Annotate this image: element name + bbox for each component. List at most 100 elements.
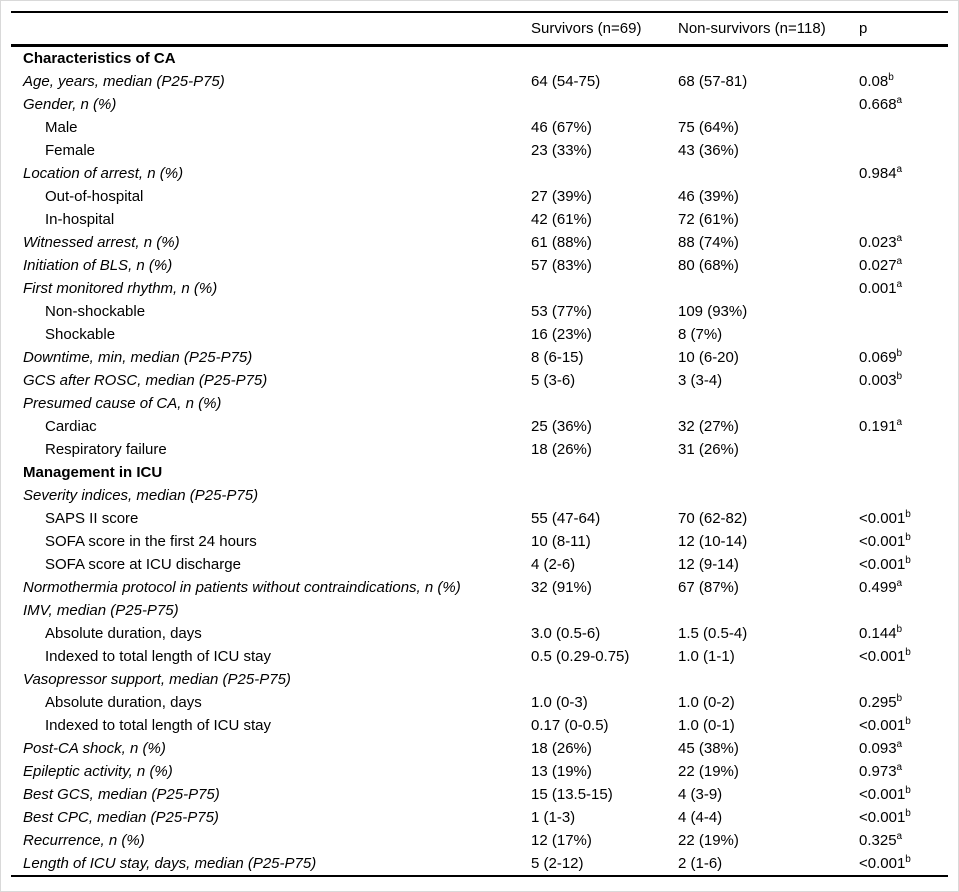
table-row: Best GCS, median (P25-P75) 15 (13.5-15) 4 … bbox=[11, 783, 948, 806]
p-value: <0.001b bbox=[859, 509, 911, 528]
table-row: SAPS II score 55 (47-64) 70 (62-82) <0.001b bbox=[11, 507, 948, 530]
p-superscript: a bbox=[896, 95, 903, 106]
table-row: Female 23 (33%) 43 (36%) bbox=[11, 139, 948, 162]
table-row: Cardiac 25 (36%) 32 (27%) 0.191a bbox=[11, 415, 948, 438]
table-row: GCS after ROSC, median (P25-P75) 5 (3-6) 3… bbox=[11, 369, 948, 392]
table-row: Male 46 (67%) 75 (64%) bbox=[11, 116, 948, 139]
p-value: 0.191a bbox=[859, 417, 903, 436]
nonsurvivors-value: 4 (4-4) bbox=[678, 809, 723, 826]
p-value: 0.001a bbox=[859, 279, 903, 298]
row-label: Epileptic activity, n (%) bbox=[23, 763, 173, 780]
p-value: 0.023a bbox=[859, 233, 903, 252]
p-superscript: b bbox=[905, 808, 911, 819]
table-row: Out-of-hospital 27 (39%) 46 (39%) bbox=[11, 185, 948, 208]
survivors-value: 18 (26%) bbox=[531, 740, 592, 757]
row-label: Respiratory failure bbox=[45, 441, 167, 458]
row-label: Length of ICU stay, days, median (P25-P7… bbox=[23, 855, 317, 872]
survivors-value: 61 (88%) bbox=[531, 234, 592, 251]
p-value: 0.668a bbox=[859, 95, 903, 114]
table-row: SOFA score at ICU discharge 4 (2-6) 12 (9-… bbox=[11, 553, 948, 576]
table-row: Recurrence, n (%) 12 (17%) 22 (19%) 0.325a bbox=[11, 829, 948, 852]
row-label: GCS after ROSC, median (P25-P75) bbox=[23, 372, 268, 389]
survivors-value: 25 (36%) bbox=[531, 418, 592, 435]
table-row: Indexed to total length of ICU stay 0.5 (… bbox=[11, 645, 948, 668]
row-label: Best GCS, median (P25-P75) bbox=[23, 786, 220, 803]
table-row: Initiation of BLS, n (%) 57 (83%) 80 (68%)… bbox=[11, 254, 948, 277]
row-label: Initiation of BLS, n (%) bbox=[23, 257, 173, 274]
p-value: 0.325a bbox=[859, 831, 903, 850]
header-nonsurvivors: Non-survivors (n=118) bbox=[678, 20, 826, 37]
header-survivors: Survivors (n=69) bbox=[531, 20, 642, 37]
nonsurvivors-value: 70 (62-82) bbox=[678, 510, 748, 527]
nonsurvivors-value: 88 (74%) bbox=[678, 234, 739, 251]
survivors-value: 57 (83%) bbox=[531, 257, 592, 274]
p-superscript: a bbox=[896, 417, 903, 428]
table-row: Management in ICU bbox=[11, 461, 948, 484]
survivors-value: 0.17 (0-0.5) bbox=[531, 717, 609, 734]
row-label: Presumed cause of CA, n (%) bbox=[23, 395, 222, 412]
row-label: IMV, median (P25-P75) bbox=[23, 602, 179, 619]
table-row: Shockable 16 (23%) 8 (7%) bbox=[11, 323, 948, 346]
nonsurvivors-value: 80 (68%) bbox=[678, 257, 739, 274]
table-row: IMV, median (P25-P75) bbox=[11, 599, 948, 622]
nonsurvivors-value: 75 (64%) bbox=[678, 119, 739, 136]
p-superscript: b bbox=[905, 854, 911, 865]
p-superscript: b bbox=[905, 532, 911, 543]
survivors-value: 18 (26%) bbox=[531, 441, 592, 458]
survivors-value: 1 (1-3) bbox=[531, 809, 576, 826]
p-superscript: a bbox=[896, 164, 903, 175]
nonsurvivors-value: 10 (6-20) bbox=[678, 349, 739, 366]
table-row: Indexed to total length of ICU stay 0.17 … bbox=[11, 714, 948, 737]
p-superscript: a bbox=[896, 233, 903, 244]
survivors-value: 3.0 (0.5-6) bbox=[531, 625, 601, 642]
nonsurvivors-value: 72 (61%) bbox=[678, 211, 739, 228]
header-p: p bbox=[859, 20, 868, 37]
nonsurvivors-value: 68 (57-81) bbox=[678, 73, 748, 90]
nonsurvivors-value: 22 (19%) bbox=[678, 832, 739, 849]
table-row: Age, years, median (P25-P75) 64 (54-75) 68… bbox=[11, 70, 948, 93]
p-superscript: b bbox=[905, 509, 911, 520]
p-superscript: a bbox=[896, 279, 903, 290]
p-value: 0.984a bbox=[859, 164, 903, 183]
table-row: Presumed cause of CA, n (%) bbox=[11, 392, 948, 415]
p-superscript: b bbox=[896, 371, 903, 382]
survivors-value: 8 (6-15) bbox=[531, 349, 584, 366]
nonsurvivors-value: 1.5 (0.5-4) bbox=[678, 625, 748, 642]
nonsurvivors-value: 46 (39%) bbox=[678, 188, 739, 205]
survivors-value: 5 (3-6) bbox=[531, 372, 576, 389]
survivors-value: 32 (91%) bbox=[531, 579, 592, 596]
row-label: Normothermia protocol in patients withou… bbox=[23, 579, 461, 596]
nonsurvivors-value: 12 (9-14) bbox=[678, 556, 739, 573]
nonsurvivors-value: 2 (1-6) bbox=[678, 855, 723, 872]
patient-characteristics-table: Survivors (n=69) Non-survivors (n=118) p… bbox=[11, 11, 948, 877]
nonsurvivors-value: 1.0 (0-2) bbox=[678, 694, 735, 711]
table-row: Severity indices, median (P25-P75) bbox=[11, 484, 948, 507]
survivors-value: 13 (19%) bbox=[531, 763, 592, 780]
row-label: Non-shockable bbox=[45, 303, 146, 320]
table-row: First monitored rhythm, n (%) 0.001a bbox=[11, 277, 948, 300]
row-label: Absolute duration, days bbox=[45, 694, 202, 711]
survivors-value: 12 (17%) bbox=[531, 832, 592, 849]
p-superscript: b bbox=[905, 647, 911, 658]
row-label: Downtime, min, median (P25-P75) bbox=[23, 349, 253, 366]
p-value: <0.001b bbox=[859, 716, 911, 735]
table-row: Post-CA shock, n (%) 18 (26%) 45 (38%) 0.09… bbox=[11, 737, 948, 760]
row-label: Best CPC, median (P25-P75) bbox=[23, 809, 219, 826]
row-label: Location of arrest, n (%) bbox=[23, 165, 184, 182]
row-label: Indexed to total length of ICU stay bbox=[45, 717, 271, 734]
survivors-value: 1.0 (0-3) bbox=[531, 694, 588, 711]
table-row: Vasopressor support, median (P25-P75) bbox=[11, 668, 948, 691]
p-superscript: b bbox=[905, 785, 911, 796]
nonsurvivors-value: 67 (87%) bbox=[678, 579, 739, 596]
p-superscript: a bbox=[896, 739, 903, 750]
p-value: 0.003b bbox=[859, 371, 903, 390]
table-row: Downtime, min, median (P25-P75) 8 (6-15) 1… bbox=[11, 346, 948, 369]
p-superscript: a bbox=[896, 578, 903, 589]
p-value: 0.499a bbox=[859, 578, 903, 597]
p-value: <0.001b bbox=[859, 647, 911, 666]
table-row: Absolute duration, days 3.0 (0.5-6) 1.5 (0… bbox=[11, 622, 948, 645]
p-superscript: a bbox=[896, 256, 903, 267]
table-row: Epileptic activity, n (%) 13 (19%) 22 (19%… bbox=[11, 760, 948, 783]
p-value: <0.001b bbox=[859, 785, 911, 804]
